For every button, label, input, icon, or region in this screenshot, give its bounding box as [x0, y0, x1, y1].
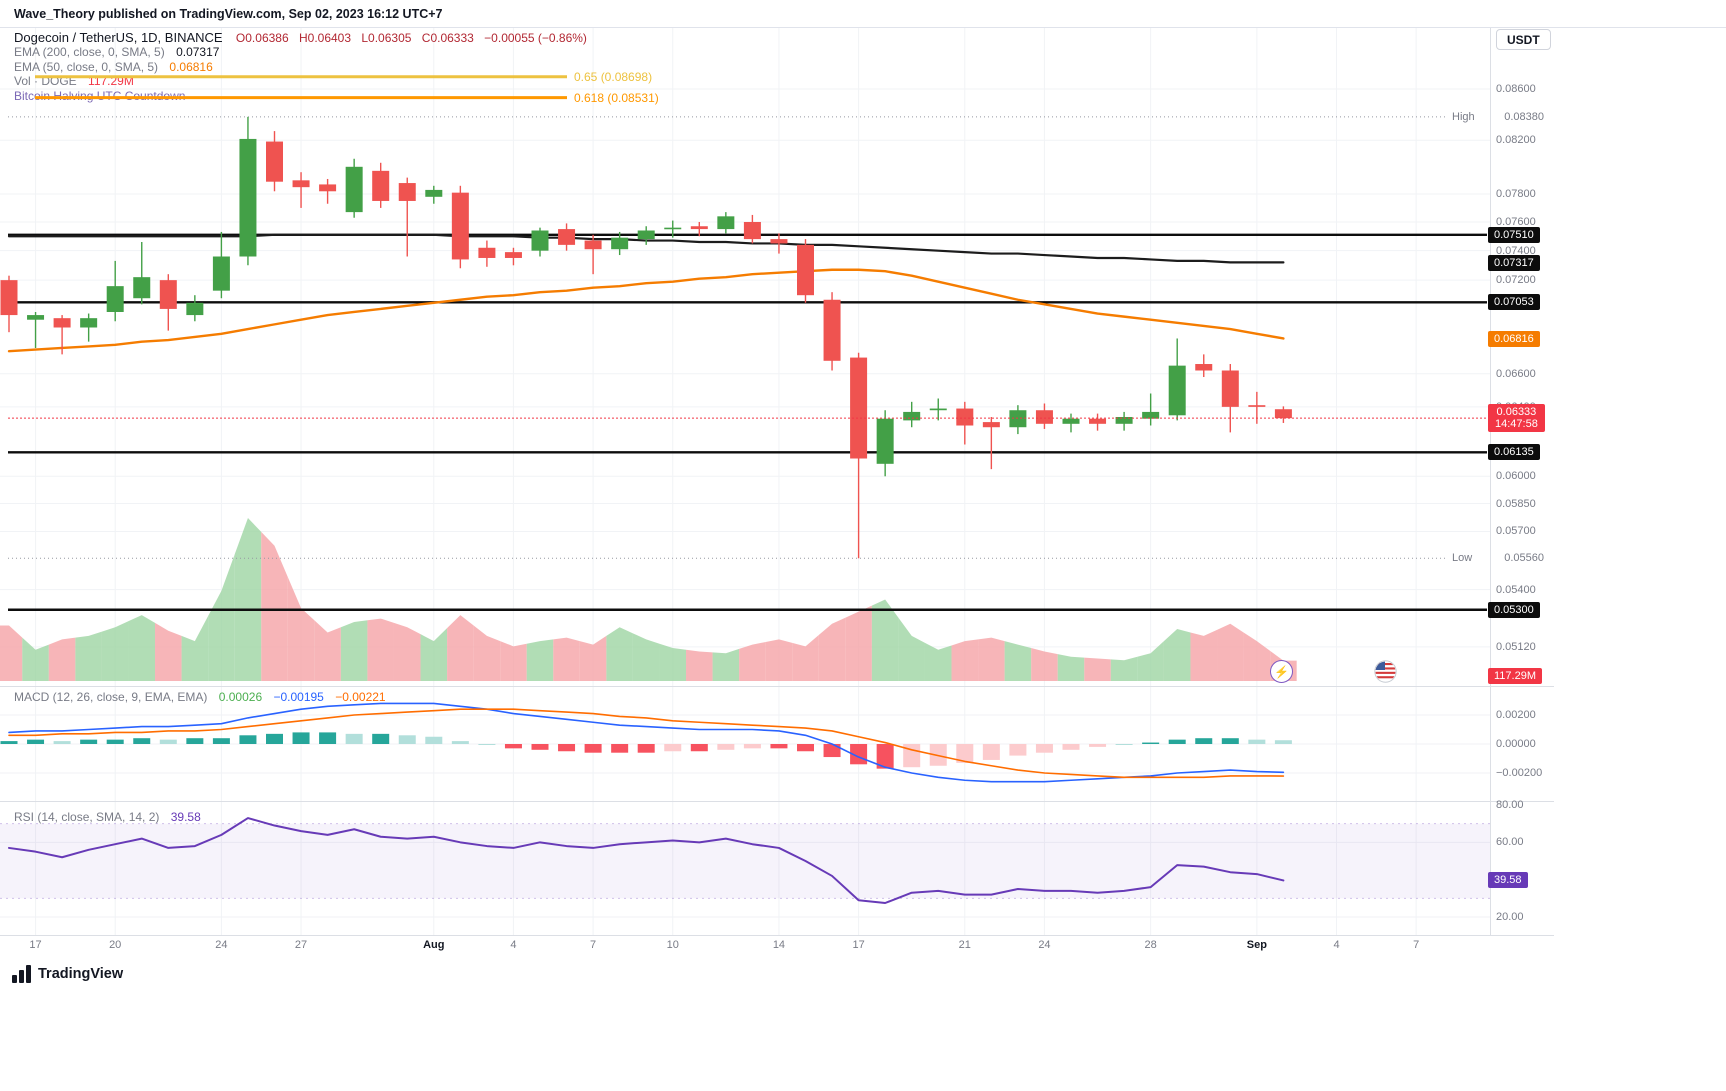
last-price-badge: 0.06333 14:47:58	[1488, 404, 1545, 433]
macd-tick: 0.00000	[1496, 738, 1536, 750]
high-marker: High 0.08380	[1452, 111, 1544, 123]
time-label: Sep	[1246, 939, 1267, 951]
price-tick: 0.06600	[1496, 367, 1536, 380]
currency-button[interactable]: USDT	[1496, 29, 1551, 50]
low-marker: Low 0.05560	[1452, 552, 1544, 564]
ohlc-high: H0.06403	[298, 31, 352, 45]
macd-legend: MACD (12, 26, close, 9, EMA, EMA) 0.0002…	[14, 690, 386, 704]
macd-line-value: −0.00195	[273, 690, 324, 704]
ema200-label[interactable]: EMA (200, close, 0, SMA, 5)	[14, 45, 165, 60]
price-tick: 0.05850	[1496, 497, 1536, 510]
level-badge-0530: 0.05300	[1488, 601, 1540, 618]
time-label: 21	[958, 939, 971, 951]
rsi-value-badge: 39.58	[1488, 872, 1528, 889]
symbol-row: Dogecoin / TetherUS, 1D, BINANCE O0.0638…	[14, 30, 594, 45]
rsi-tick: 60.00	[1496, 836, 1524, 849]
volume-value: 117.29M	[88, 74, 134, 89]
macd-hist-value: 0.00026	[218, 690, 263, 704]
ema200-value: 0.07317	[176, 45, 220, 60]
time-label: 10	[666, 939, 679, 951]
rsi-tick: 20.00	[1496, 911, 1524, 923]
rsi-legend: RSI (14, close, SMA, 14, 2) 39.58	[14, 810, 201, 824]
time-label: 7	[590, 939, 597, 951]
rsi-label[interactable]: RSI (14, close, SMA, 14, 2)	[14, 810, 160, 824]
price-tick: 0.05700	[1496, 525, 1536, 538]
ema50-value-badge: 0.06816	[1488, 331, 1540, 348]
macd-label[interactable]: MACD (12, 26, close, 9, EMA, EMA)	[14, 690, 208, 704]
price-tick: 0.07200	[1496, 274, 1536, 287]
price-tick: 0.05400	[1496, 583, 1536, 596]
marker-prefix: Low	[1452, 552, 1473, 565]
time-label: 27	[294, 939, 308, 951]
time-label: 4	[510, 939, 517, 951]
time-label: Aug	[423, 939, 445, 951]
tradingview-brand: TradingView	[38, 966, 124, 982]
price-tick: 0.07600	[1496, 215, 1536, 228]
rsi-value: 39.58	[170, 810, 201, 824]
price-tick: 0.07800	[1496, 188, 1536, 201]
macd-tick: 0.00200	[1496, 709, 1536, 721]
price-tick: 0.08600	[1496, 83, 1536, 95]
time-label: 17	[852, 939, 865, 951]
boost-lightning-icon[interactable]: ⚡	[1270, 660, 1293, 683]
rsi-tick: 80.00	[1496, 799, 1524, 811]
main-legend: Dogecoin / TetherUS, 1D, BINANCE O0.0638…	[14, 30, 594, 103]
volume-label[interactable]: Vol · DOGE	[14, 74, 77, 89]
marker-value: 0.05560	[1504, 552, 1544, 565]
price-tick: 0.06400	[1496, 400, 1536, 413]
time-label: 24	[215, 939, 228, 951]
lightning-glyph: ⚡	[1274, 664, 1289, 679]
halving-countdown-label[interactable]: Bitcoin Halving UTC Countdown	[14, 88, 186, 103]
level-badge-06135: 0.06135	[1488, 444, 1540, 461]
ema50-row: EMA (50, close, 0, SMA, 5) 0.06816	[14, 60, 594, 74]
ema50-value: 0.06816	[169, 59, 213, 74]
price-tick: 0.08200	[1496, 134, 1536, 147]
time-label: 28	[1144, 939, 1157, 951]
macd-tick: −0.00200	[1496, 767, 1543, 779]
time-label: 17	[29, 939, 42, 951]
last-price-value: 0.06333	[1496, 406, 1537, 419]
header-divider	[0, 27, 1726, 28]
symbol-title[interactable]: Dogecoin / TetherUS, 1D, BINANCE	[14, 30, 223, 45]
macd-signal-value: −0.00221	[335, 690, 386, 704]
countdown-row: Bitcoin Halving UTC Countdown	[14, 89, 594, 103]
ohlc-open: O0.06386	[235, 31, 289, 45]
volume-badge: 117.29M	[1488, 668, 1542, 684]
time-label: 7	[1413, 939, 1420, 951]
publisher-line: Wave_Theory published on TradingView.com…	[14, 7, 443, 21]
time-label: 20	[109, 939, 122, 951]
ema200-value-badge: 0.07317	[1488, 254, 1540, 271]
marker-value: 0.08380	[1504, 110, 1544, 123]
ema200-row: EMA (200, close, 0, SMA, 5) 0.07317	[14, 45, 594, 59]
ohlc-low: L0.06305	[361, 31, 412, 45]
price-tick: 0.05120	[1496, 640, 1536, 653]
volume-row: Vol · DOGE 117.29M	[14, 74, 594, 88]
countdown-timer: 14:47:58	[1495, 418, 1538, 431]
price-tick: 0.06000	[1496, 470, 1536, 483]
tradingview-footer[interactable]: TradingView	[12, 964, 123, 984]
level-badge-0751: 0.07510	[1488, 226, 1540, 243]
time-label: 14	[772, 939, 786, 951]
time-label: 24	[1038, 939, 1051, 951]
level-badge-07053: 0.07053	[1488, 294, 1540, 311]
tradingview-logo-icon	[12, 965, 31, 983]
us-flag-icon[interactable]	[1374, 660, 1397, 683]
marker-prefix: High	[1452, 110, 1475, 123]
ohlc-close: C0.06333	[421, 31, 474, 45]
ema50-label[interactable]: EMA (50, close, 0, SMA, 5)	[14, 59, 159, 74]
price-tick: 0.07400	[1496, 244, 1536, 257]
ohlc-change: −0.00055 (−0.86%)	[484, 31, 587, 45]
time-label: 4	[1333, 939, 1340, 951]
